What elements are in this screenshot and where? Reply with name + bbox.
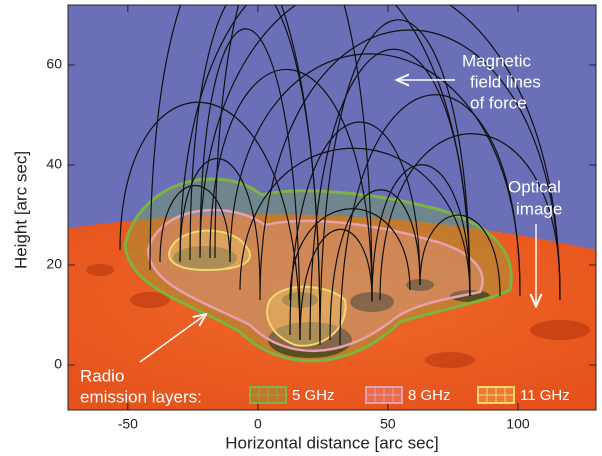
granule xyxy=(425,352,475,368)
y-tick-label: 0 xyxy=(54,356,62,372)
field-line xyxy=(379,133,561,301)
field-line xyxy=(209,68,373,301)
plot-frame xyxy=(67,4,597,411)
field-line xyxy=(159,185,231,263)
granule xyxy=(530,320,590,340)
contour-11ghz xyxy=(168,229,347,347)
field-line xyxy=(259,29,561,301)
annotation: emission layers: xyxy=(80,387,202,406)
field-line xyxy=(319,19,471,346)
field-line xyxy=(179,158,261,291)
annotation: Radio xyxy=(80,366,124,385)
field-lines xyxy=(119,5,561,346)
field-line xyxy=(299,228,373,341)
granule xyxy=(130,292,170,308)
field-line xyxy=(289,121,421,336)
annotation: image xyxy=(516,199,562,218)
field-line xyxy=(309,48,471,341)
x-tick-label: 50 xyxy=(380,416,396,432)
legend-label: 5 GHz xyxy=(292,387,335,404)
annotation: Optical xyxy=(508,177,561,196)
sunspot xyxy=(173,246,237,270)
granule xyxy=(86,264,114,276)
contour-5ghz xyxy=(123,177,513,363)
field-line xyxy=(199,5,561,301)
field-line xyxy=(149,5,321,341)
y-tick-label: 20 xyxy=(46,256,62,272)
field-line xyxy=(419,214,501,297)
field-line xyxy=(339,94,521,346)
annotation: field lines xyxy=(470,72,541,91)
x-axis-label: Horizontal distance [arc sec] xyxy=(225,433,439,452)
y-tick-label: 60 xyxy=(46,56,62,72)
x-tick-label: 0 xyxy=(254,416,262,432)
field-line xyxy=(214,5,373,301)
annotation: Magnetic xyxy=(462,51,531,70)
field-line xyxy=(289,208,411,301)
x-tick-label: 100 xyxy=(506,416,530,432)
arrow xyxy=(139,315,205,363)
legend-label: 11 GHz xyxy=(520,387,570,404)
x-tick-label: -50 xyxy=(118,416,138,432)
y-tick-label: 40 xyxy=(46,156,62,172)
field-line xyxy=(119,101,301,341)
field-line xyxy=(371,164,471,303)
legend-label: 8 GHz xyxy=(408,387,451,404)
annotation: of force xyxy=(470,93,527,112)
field-line xyxy=(329,189,421,341)
y-axis-label: Height [arc sec] xyxy=(11,151,30,269)
plot-image xyxy=(68,5,596,410)
field-line xyxy=(229,53,521,291)
axes: -50 0 50 100 0 20 40 60 xyxy=(46,5,596,432)
field-line xyxy=(199,28,301,341)
legend: 5 GHz 8 GHz 11 GHz xyxy=(249,386,570,404)
field-line xyxy=(239,147,471,297)
